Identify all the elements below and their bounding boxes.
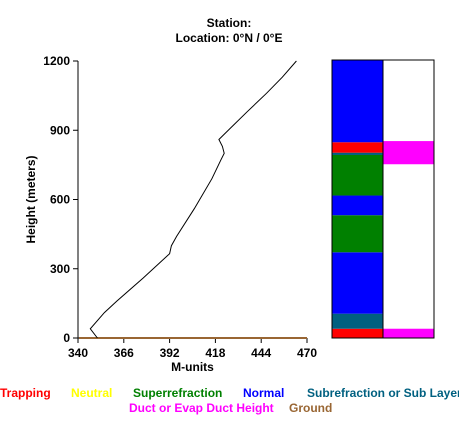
y-tick-label: 600 xyxy=(50,193,70,207)
legend-item-trapping: Trapping xyxy=(0,386,51,400)
layer-segment-superrefraction xyxy=(332,154,383,196)
x-tick-label: 444 xyxy=(251,346,271,360)
legend-item-neutral: Neutral xyxy=(71,386,112,400)
layer-segment-trapping xyxy=(332,142,383,153)
location-title: Location: 0°N / 0°E xyxy=(176,31,283,45)
x-tick-label: 418 xyxy=(205,346,225,360)
x-tick-label: 366 xyxy=(114,346,134,360)
legend-item-normal: Normal xyxy=(243,386,284,400)
station-title: Station: xyxy=(207,16,252,30)
duct-column-background xyxy=(383,60,434,338)
layer-segment-trapping xyxy=(332,328,383,338)
layer-segment-subrefraction xyxy=(332,152,383,155)
layer-segment-normal xyxy=(332,195,383,216)
m-unit-profile-plot: 0 300 600 900 1200 340 366 392 418 444 470 M-units H… xyxy=(24,54,317,374)
refraction-layer-bars xyxy=(331,59,435,339)
x-tick-label: 340 xyxy=(68,346,88,360)
layer-segment-subrefraction xyxy=(332,313,383,329)
y-tick-label: 900 xyxy=(50,123,70,137)
legend: Trapping Neutral Superrefraction Normal Subr… xyxy=(0,386,459,415)
legend-item-duct: Duct or Evap Duct Height xyxy=(129,401,274,415)
legend-item-subrefraction: Subrefraction or Sub Layer xyxy=(307,386,459,400)
x-tick-label: 470 xyxy=(297,346,317,360)
layer-segment-normal xyxy=(332,252,383,314)
layer-segment-superrefraction xyxy=(332,215,383,253)
duct-segment xyxy=(383,141,434,165)
legend-item-ground: Ground xyxy=(289,401,332,415)
m-unit-profile-line xyxy=(89,60,297,339)
y-axis-label: Height (meters) xyxy=(24,155,38,243)
x-tick-label: 392 xyxy=(160,346,180,360)
y-tick-label: 0 xyxy=(63,331,70,345)
y-tick-label: 300 xyxy=(50,262,70,276)
x-axis-label: M-units xyxy=(171,360,214,374)
legend-item-superrefraction: Superrefraction xyxy=(133,386,222,400)
layer-segment-normal xyxy=(332,60,383,143)
y-tick-label: 1200 xyxy=(43,54,70,68)
duct-segment xyxy=(383,328,434,338)
